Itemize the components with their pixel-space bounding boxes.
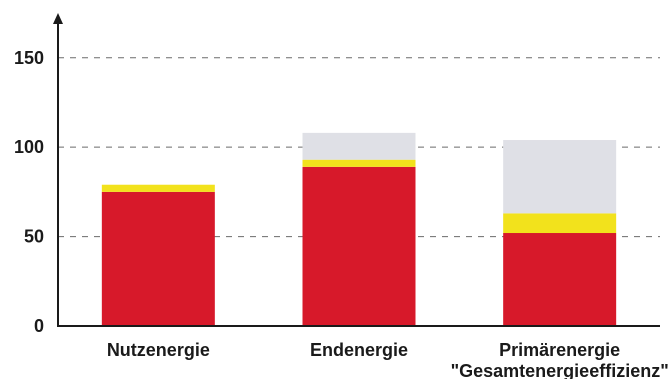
bar-segment: [503, 233, 617, 326]
y-axis-arrow: [53, 13, 63, 24]
bar-segment: [101, 191, 215, 326]
y-tick-labels: 0 50 100 150: [14, 48, 44, 336]
bar-segment: [503, 213, 617, 234]
x-category-labels: Nutzenergie Endenergie Primärenergie"Gesam…: [107, 340, 669, 379]
y-tick-label: 150: [14, 48, 44, 68]
category-label: Primärenergie: [499, 340, 620, 360]
y-tick-label: 0: [34, 316, 44, 336]
bar-segment: [302, 166, 416, 326]
bar-segment: [503, 140, 617, 214]
category-label: Endenergie: [310, 340, 408, 360]
category-label: "Gesamtenergieeffizienz": [451, 361, 669, 379]
bar-segment: [101, 184, 215, 192]
y-tick-label: 100: [14, 137, 44, 157]
category-label: Nutzenergie: [107, 340, 210, 360]
bar-segment: [302, 159, 416, 167]
bars: [101, 132, 617, 326]
y-tick-label: 50: [24, 227, 44, 247]
bar-segment: [302, 132, 416, 160]
